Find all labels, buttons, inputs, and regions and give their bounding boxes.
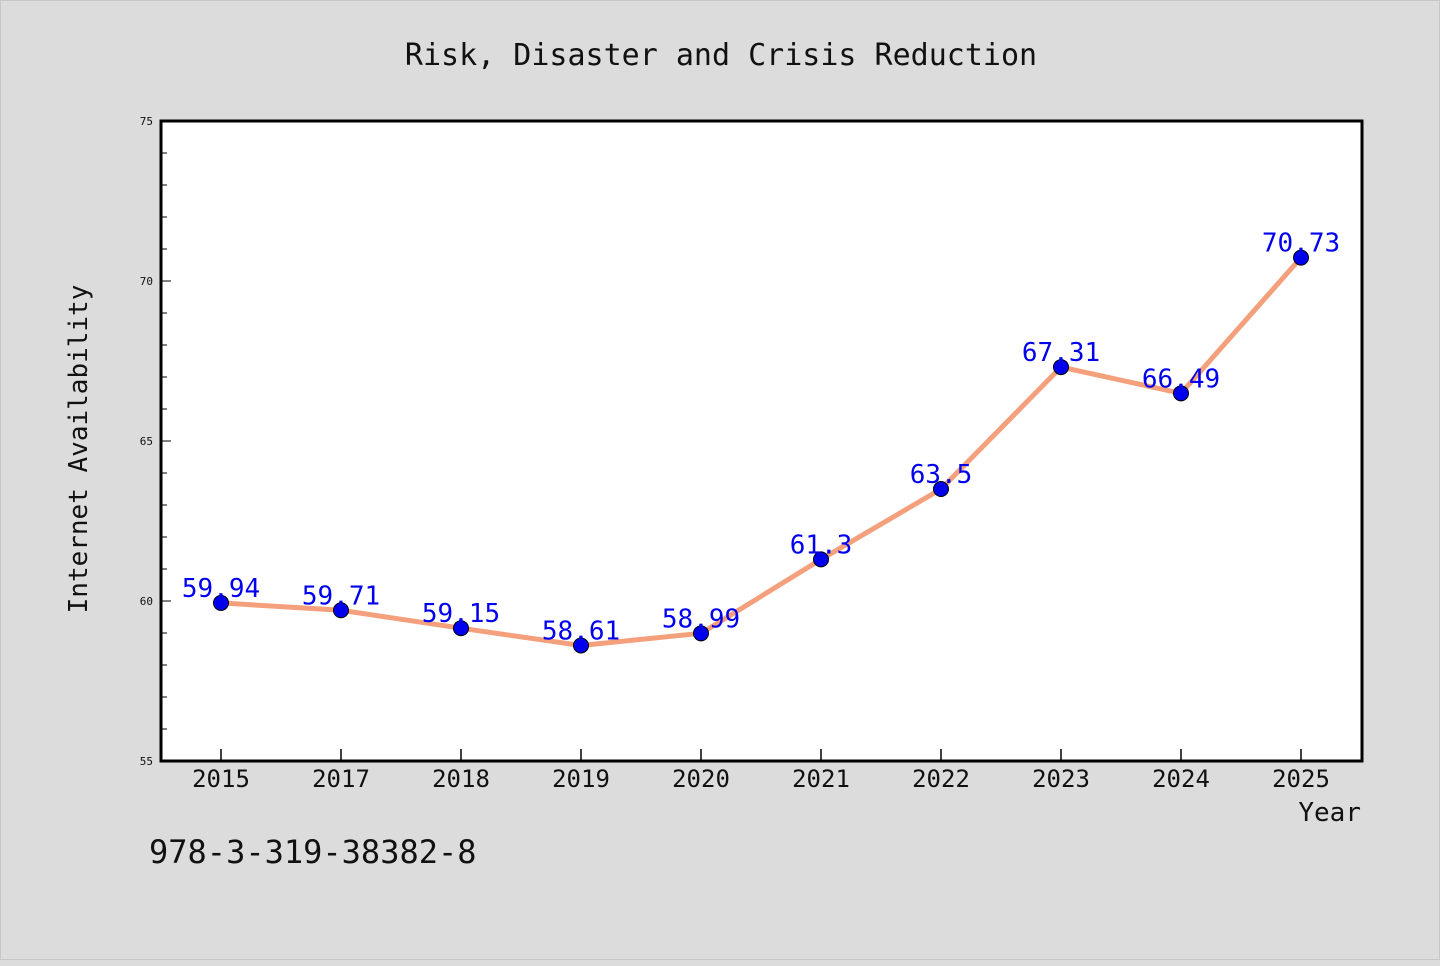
x-axis: 2015 2017 2018 2019 2020 2021 2022 2023 2024 2025 bbox=[192, 749, 1330, 793]
data-point bbox=[1293, 249, 1309, 266]
data-point bbox=[453, 620, 469, 637]
x-tick-label: 2020 bbox=[672, 765, 730, 793]
data-label: 59.15 bbox=[422, 599, 500, 629]
data-point bbox=[933, 481, 949, 497]
data-label: 66.49 bbox=[1142, 364, 1220, 394]
data-point bbox=[1173, 385, 1189, 402]
series-line bbox=[218, 255, 1304, 648]
data-label: 58.99 bbox=[662, 604, 740, 634]
y-tick-label: 75 bbox=[140, 115, 153, 128]
data-label: 63.5 bbox=[910, 460, 973, 490]
data-label: 70.73 bbox=[1262, 229, 1340, 259]
x-axis-label: Year bbox=[1298, 798, 1361, 828]
x-tick-label: 2015 bbox=[192, 765, 250, 793]
y-axis: 55 60 65 70 75 bbox=[140, 115, 171, 768]
data-point bbox=[813, 551, 829, 568]
data-label: 59.71 bbox=[302, 581, 380, 611]
data-point bbox=[1053, 359, 1069, 376]
x-tick-label: 2021 bbox=[792, 765, 850, 793]
data-label: 59.94 bbox=[182, 574, 260, 604]
footer-text: 978-3-319-38382-8 bbox=[149, 833, 477, 871]
data-point bbox=[693, 625, 709, 642]
y-tick-label: 65 bbox=[140, 435, 153, 448]
x-tick-label: 2019 bbox=[552, 765, 610, 793]
y-tick-label: 55 bbox=[140, 755, 153, 768]
x-tick-label: 2022 bbox=[912, 765, 970, 793]
y-tick-label: 60 bbox=[140, 595, 153, 608]
series-layer: 59.94 59.71 59.15 58.61 58.99 61.3 63.5 67.31 66… bbox=[182, 229, 1340, 654]
x-tick-label: 2024 bbox=[1152, 765, 1210, 793]
x-tick-label: 2023 bbox=[1032, 765, 1090, 793]
x-tick-label: 2018 bbox=[432, 765, 490, 793]
data-point bbox=[573, 637, 589, 654]
plot-area bbox=[159, 119, 1364, 763]
y-tick-label: 70 bbox=[140, 275, 153, 288]
y-axis-label: Internet Availability bbox=[64, 285, 94, 614]
data-label: 58.61 bbox=[542, 616, 620, 646]
x-tick-label: 2017 bbox=[312, 765, 370, 793]
data-label: 67.31 bbox=[1022, 338, 1100, 368]
data-label: 61.3 bbox=[790, 530, 853, 560]
x-tick-label: 2025 bbox=[1272, 765, 1330, 793]
data-point bbox=[213, 594, 229, 611]
chart-title: Risk, Disaster and Crisis Reduction bbox=[405, 38, 1037, 73]
data-point bbox=[333, 602, 349, 619]
